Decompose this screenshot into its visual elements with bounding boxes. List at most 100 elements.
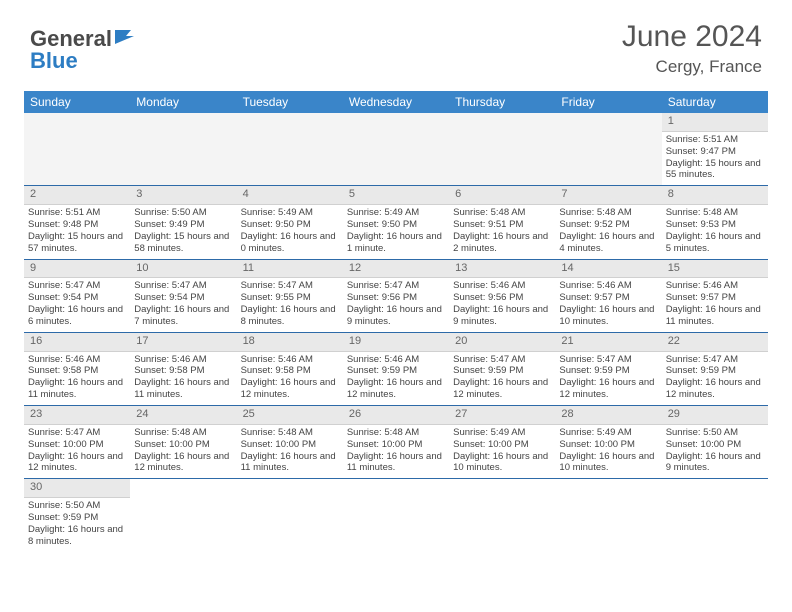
day-number: 9 <box>24 260 130 279</box>
calendar-cell: 19Sunrise: 5:46 AMSunset: 9:59 PMDayligh… <box>343 332 449 405</box>
daylight-text: Daylight: 16 hours and 8 minutes. <box>241 304 339 328</box>
daylight-text: Daylight: 16 hours and 4 minutes. <box>559 231 657 255</box>
sunrise-text: Sunrise: 5:47 AM <box>134 280 232 292</box>
daylight-text: Daylight: 16 hours and 10 minutes. <box>559 451 657 475</box>
sunrise-text: Sunrise: 5:48 AM <box>666 207 764 219</box>
day-number: 24 <box>130 406 236 425</box>
daylight-text: Daylight: 16 hours and 5 minutes. <box>666 231 764 255</box>
calendar-cell: 21Sunrise: 5:47 AMSunset: 9:59 PMDayligh… <box>555 332 661 405</box>
day-number: 21 <box>555 333 661 352</box>
calendar-cell: 7 Sunrise: 5:48 AMSunset: 9:52 PMDaylight… <box>555 186 661 259</box>
day-number: 15 <box>662 260 768 279</box>
calendar-week-row: 30Sunrise: 5:50 AMSunset: 9:59 PMDayligh… <box>24 479 768 552</box>
logo-blue-row: Blue <box>30 48 78 74</box>
sunset-text: Sunset: 10:00 PM <box>453 439 551 451</box>
calendar-cell: 17Sunrise: 5:46 AMSunset: 9:58 PMDayligh… <box>130 332 236 405</box>
sunset-text: Sunset: 9:50 PM <box>241 219 339 231</box>
calendar-cell: 4Sunrise: 5:49 AMSunset: 9:50 PMDaylight… <box>237 186 343 259</box>
weekday-header: Sunday <box>24 91 130 113</box>
sunset-text: Sunset: 9:50 PM <box>347 219 445 231</box>
calendar-table: SundayMondayTuesdayWednesdayThursdayFrid… <box>24 91 768 552</box>
daylight-text: Daylight: 16 hours and 10 minutes. <box>559 304 657 328</box>
calendar-cell <box>237 479 343 552</box>
calendar-cell <box>555 113 661 186</box>
header: General June 2024 Cergy, France <box>0 0 792 87</box>
daylight-text: Daylight: 15 hours and 58 minutes. <box>134 231 232 255</box>
sunset-text: Sunset: 9:56 PM <box>347 292 445 304</box>
sunrise-text: Sunrise: 5:49 AM <box>559 427 657 439</box>
day-number: 22 <box>662 333 768 352</box>
sunrise-text: Sunrise: 5:46 AM <box>559 280 657 292</box>
sunset-text: Sunset: 10:00 PM <box>347 439 445 451</box>
daylight-text: Daylight: 16 hours and 9 minutes. <box>453 304 551 328</box>
daylight-text: Daylight: 15 hours and 55 minutes. <box>666 158 764 182</box>
sunrise-text: Sunrise: 5:47 AM <box>559 354 657 366</box>
daylight-text: Daylight: 16 hours and 11 minutes. <box>347 451 445 475</box>
day-number: 2 <box>24 186 130 205</box>
weekday-header: Wednesday <box>343 91 449 113</box>
calendar-cell: 3Sunrise: 5:50 AMSunset: 9:49 PMDaylight… <box>130 186 236 259</box>
sunset-text: Sunset: 9:47 PM <box>666 146 764 158</box>
daylight-text: Daylight: 16 hours and 11 minutes. <box>241 451 339 475</box>
daylight-text: Daylight: 16 hours and 9 minutes. <box>347 304 445 328</box>
day-number: 28 <box>555 406 661 425</box>
sunrise-text: Sunrise: 5:49 AM <box>453 427 551 439</box>
calendar-cell: 14Sunrise: 5:46 AMSunset: 9:57 PMDayligh… <box>555 259 661 332</box>
sunset-text: Sunset: 9:57 PM <box>666 292 764 304</box>
sunset-text: Sunset: 9:52 PM <box>559 219 657 231</box>
weekday-header: Saturday <box>662 91 768 113</box>
sunset-text: Sunset: 9:51 PM <box>453 219 551 231</box>
sunset-text: Sunset: 9:48 PM <box>28 219 126 231</box>
day-number: 17 <box>130 333 236 352</box>
calendar-cell: 1Sunrise: 5:51 AMSunset: 9:47 PMDaylight… <box>662 113 768 186</box>
sunrise-text: Sunrise: 5:47 AM <box>453 354 551 366</box>
sunrise-text: Sunrise: 5:48 AM <box>453 207 551 219</box>
calendar-cell <box>449 479 555 552</box>
sunset-text: Sunset: 10:00 PM <box>241 439 339 451</box>
calendar-cell <box>662 479 768 552</box>
day-number: 5 <box>343 186 449 205</box>
daylight-text: Daylight: 16 hours and 12 minutes. <box>347 377 445 401</box>
calendar-cell: 23Sunrise: 5:47 AMSunset: 10:00 PMDaylig… <box>24 406 130 479</box>
day-number: 1 <box>662 113 768 132</box>
sunset-text: Sunset: 9:54 PM <box>28 292 126 304</box>
calendar-cell: 27Sunrise: 5:49 AMSunset: 10:00 PMDaylig… <box>449 406 555 479</box>
calendar-cell: 24Sunrise: 5:48 AMSunset: 10:00 PMDaylig… <box>130 406 236 479</box>
daylight-text: Daylight: 16 hours and 11 minutes. <box>134 377 232 401</box>
daylight-text: Daylight: 16 hours and 1 minute. <box>347 231 445 255</box>
sunrise-text: Sunrise: 5:50 AM <box>666 427 764 439</box>
day-number: 18 <box>237 333 343 352</box>
sunrise-text: Sunrise: 5:46 AM <box>134 354 232 366</box>
calendar-cell: 28Sunrise: 5:49 AMSunset: 10:00 PMDaylig… <box>555 406 661 479</box>
calendar-cell <box>237 113 343 186</box>
sunrise-text: Sunrise: 5:46 AM <box>28 354 126 366</box>
sunset-text: Sunset: 10:00 PM <box>666 439 764 451</box>
calendar-cell: 13Sunrise: 5:46 AMSunset: 9:56 PMDayligh… <box>449 259 555 332</box>
calendar-cell <box>130 479 236 552</box>
daylight-text: Daylight: 16 hours and 12 minutes. <box>559 377 657 401</box>
sunrise-text: Sunrise: 5:47 AM <box>28 280 126 292</box>
day-number: 7 <box>555 186 661 205</box>
day-number: 19 <box>343 333 449 352</box>
sunrise-text: Sunrise: 5:46 AM <box>241 354 339 366</box>
day-number: 26 <box>343 406 449 425</box>
daylight-text: Daylight: 16 hours and 0 minutes. <box>241 231 339 255</box>
day-number: 8 <box>662 186 768 205</box>
sunrise-text: Sunrise: 5:48 AM <box>134 427 232 439</box>
sunset-text: Sunset: 9:59 PM <box>666 365 764 377</box>
sunrise-text: Sunrise: 5:48 AM <box>559 207 657 219</box>
sunrise-text: Sunrise: 5:47 AM <box>347 280 445 292</box>
daylight-text: Daylight: 15 hours and 57 minutes. <box>28 231 126 255</box>
sunset-text: Sunset: 9:55 PM <box>241 292 339 304</box>
daylight-text: Daylight: 16 hours and 8 minutes. <box>28 524 126 548</box>
calendar-cell: 18Sunrise: 5:46 AMSunset: 9:58 PMDayligh… <box>237 332 343 405</box>
calendar-cell: 30Sunrise: 5:50 AMSunset: 9:59 PMDayligh… <box>24 479 130 552</box>
weekday-header: Tuesday <box>237 91 343 113</box>
sunset-text: Sunset: 9:57 PM <box>559 292 657 304</box>
calendar-cell: 8Sunrise: 5:48 AMSunset: 9:53 PMDaylight… <box>662 186 768 259</box>
sunrise-text: Sunrise: 5:46 AM <box>666 280 764 292</box>
sunrise-text: Sunrise: 5:47 AM <box>28 427 126 439</box>
sunset-text: Sunset: 9:59 PM <box>453 365 551 377</box>
day-number: 4 <box>237 186 343 205</box>
calendar-cell: 6Sunrise: 5:48 AMSunset: 9:51 PMDaylight… <box>449 186 555 259</box>
